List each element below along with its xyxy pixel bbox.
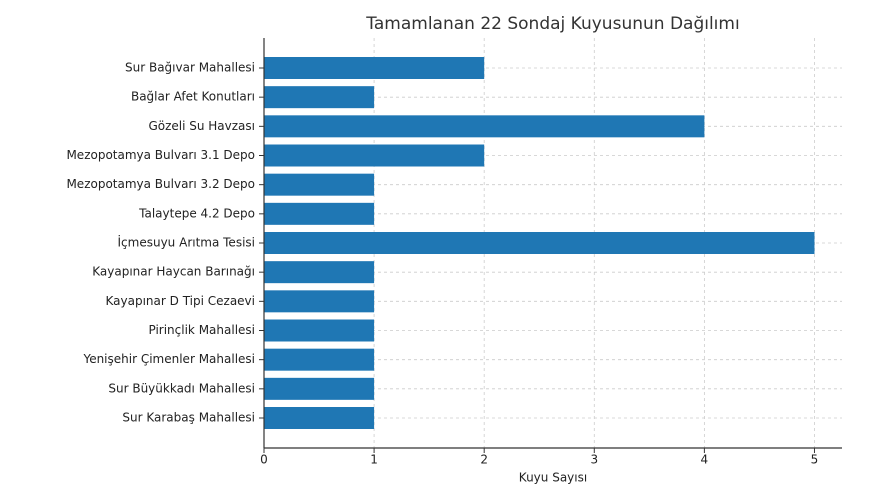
y-tick-label: Sur Karabaş Mahallesi bbox=[122, 411, 255, 425]
y-tick-label: Talaytepe 4.2 Depo bbox=[138, 206, 255, 220]
bar bbox=[264, 319, 375, 342]
bar bbox=[264, 202, 375, 225]
x-tick-label: 3 bbox=[590, 453, 598, 467]
bar bbox=[264, 377, 375, 400]
x-tick-label: 2 bbox=[480, 453, 488, 467]
y-tick-label: Bağlar Afet Konutları bbox=[131, 90, 255, 104]
bar bbox=[264, 348, 375, 371]
bar bbox=[264, 232, 815, 254]
y-tick-label: Pirinçlik Mahallesi bbox=[148, 323, 255, 337]
chart-title: Tamamlanan 22 Sondaj Kuyusunun Dağılımı bbox=[365, 14, 739, 34]
bar bbox=[264, 144, 485, 167]
y-tick-label: Gözeli Su Havzası bbox=[148, 119, 255, 133]
y-tick-label: İçmesuyu Arıtma Tesisi bbox=[118, 235, 255, 250]
bar bbox=[264, 407, 375, 429]
bar bbox=[264, 57, 485, 79]
bar bbox=[264, 173, 375, 196]
y-tick-label: Sur Bağıvar Mahallesi bbox=[125, 61, 255, 75]
bar bbox=[264, 261, 375, 284]
bar bbox=[264, 86, 375, 109]
y-tick-label: Kayapınar Haycan Barınağı bbox=[92, 265, 255, 279]
y-tick-label: Mezopotamya Bulvarı 3.1 Depo bbox=[66, 148, 255, 162]
bar bbox=[264, 290, 375, 313]
x-tick-label: 0 bbox=[260, 453, 268, 467]
bar bbox=[264, 115, 705, 138]
x-axis-label: Kuyu Sayısı bbox=[519, 471, 587, 485]
x-tick-label: 5 bbox=[811, 453, 819, 467]
y-tick-label: Mezopotamya Bulvarı 3.2 Depo bbox=[66, 177, 255, 191]
y-tick-label: Kayapınar D Tipi Cezaevi bbox=[106, 294, 255, 308]
y-tick-label: Sur Büyükkadı Mahallesi bbox=[108, 381, 255, 395]
y-tick-label: Yenişehir Çimenler Mahallesi bbox=[82, 352, 255, 366]
x-tick-label: 1 bbox=[370, 453, 378, 467]
x-tick-label: 4 bbox=[701, 453, 709, 467]
